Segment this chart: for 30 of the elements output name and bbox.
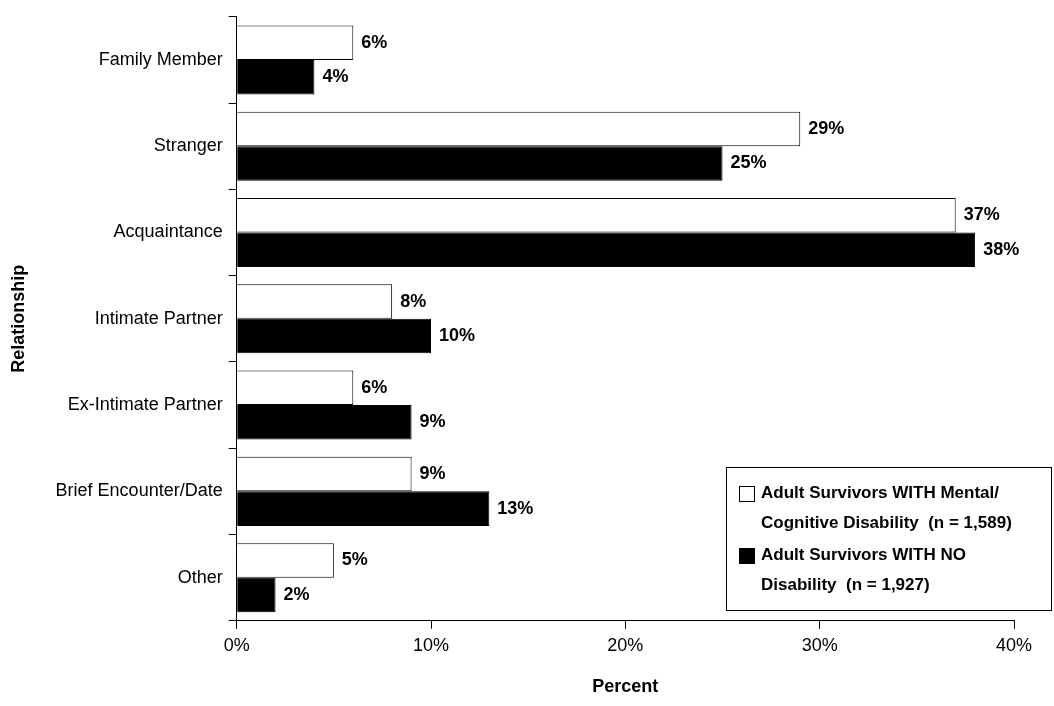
y-tick-label: Stranger	[153, 135, 223, 156]
x-tick-label: 10%	[413, 634, 450, 655]
data-label: 37%	[963, 204, 1000, 225]
data-label: 5%	[341, 549, 368, 570]
data-label: 13%	[497, 497, 534, 518]
x-tick-label: 30%	[801, 634, 838, 655]
data-label: 2%	[283, 583, 310, 604]
x-tick-label: 20%	[607, 634, 644, 655]
y-axis-title: Relationship	[7, 264, 28, 373]
y-tick-label: Other	[177, 566, 223, 587]
x-axis-title: Percent	[592, 676, 659, 697]
data-label: 29%	[808, 117, 845, 138]
data-label: 6%	[361, 376, 388, 397]
data-label: 25%	[730, 152, 767, 173]
x-tick-label: 40%	[995, 634, 1033, 655]
data-label: 38%	[983, 238, 1020, 259]
y-tick-label: Intimate Partner	[94, 307, 223, 328]
data-label: 10%	[439, 325, 476, 346]
data-label: 8%	[400, 290, 427, 311]
y-tick-label: Ex-Intimate Partner	[67, 394, 223, 415]
y-tick-label: Acquaintance	[113, 221, 223, 242]
x-tick-label: 0%	[223, 634, 250, 655]
data-label: 4%	[322, 66, 349, 87]
data-label: 9%	[419, 463, 446, 484]
legend-label: Adult Survivors WITH NO Disability (n = 1,927)	[761, 543, 967, 596]
legend-label: Adult Survivors WITH Mental/ Cognitive Disability (n = 1,589)	[761, 481, 1013, 534]
y-tick-label: Brief Encounter/Date	[55, 480, 223, 501]
data-label: 6%	[361, 31, 388, 52]
y-tick-label: Family Member	[98, 48, 223, 69]
data-label: 9%	[419, 411, 446, 432]
